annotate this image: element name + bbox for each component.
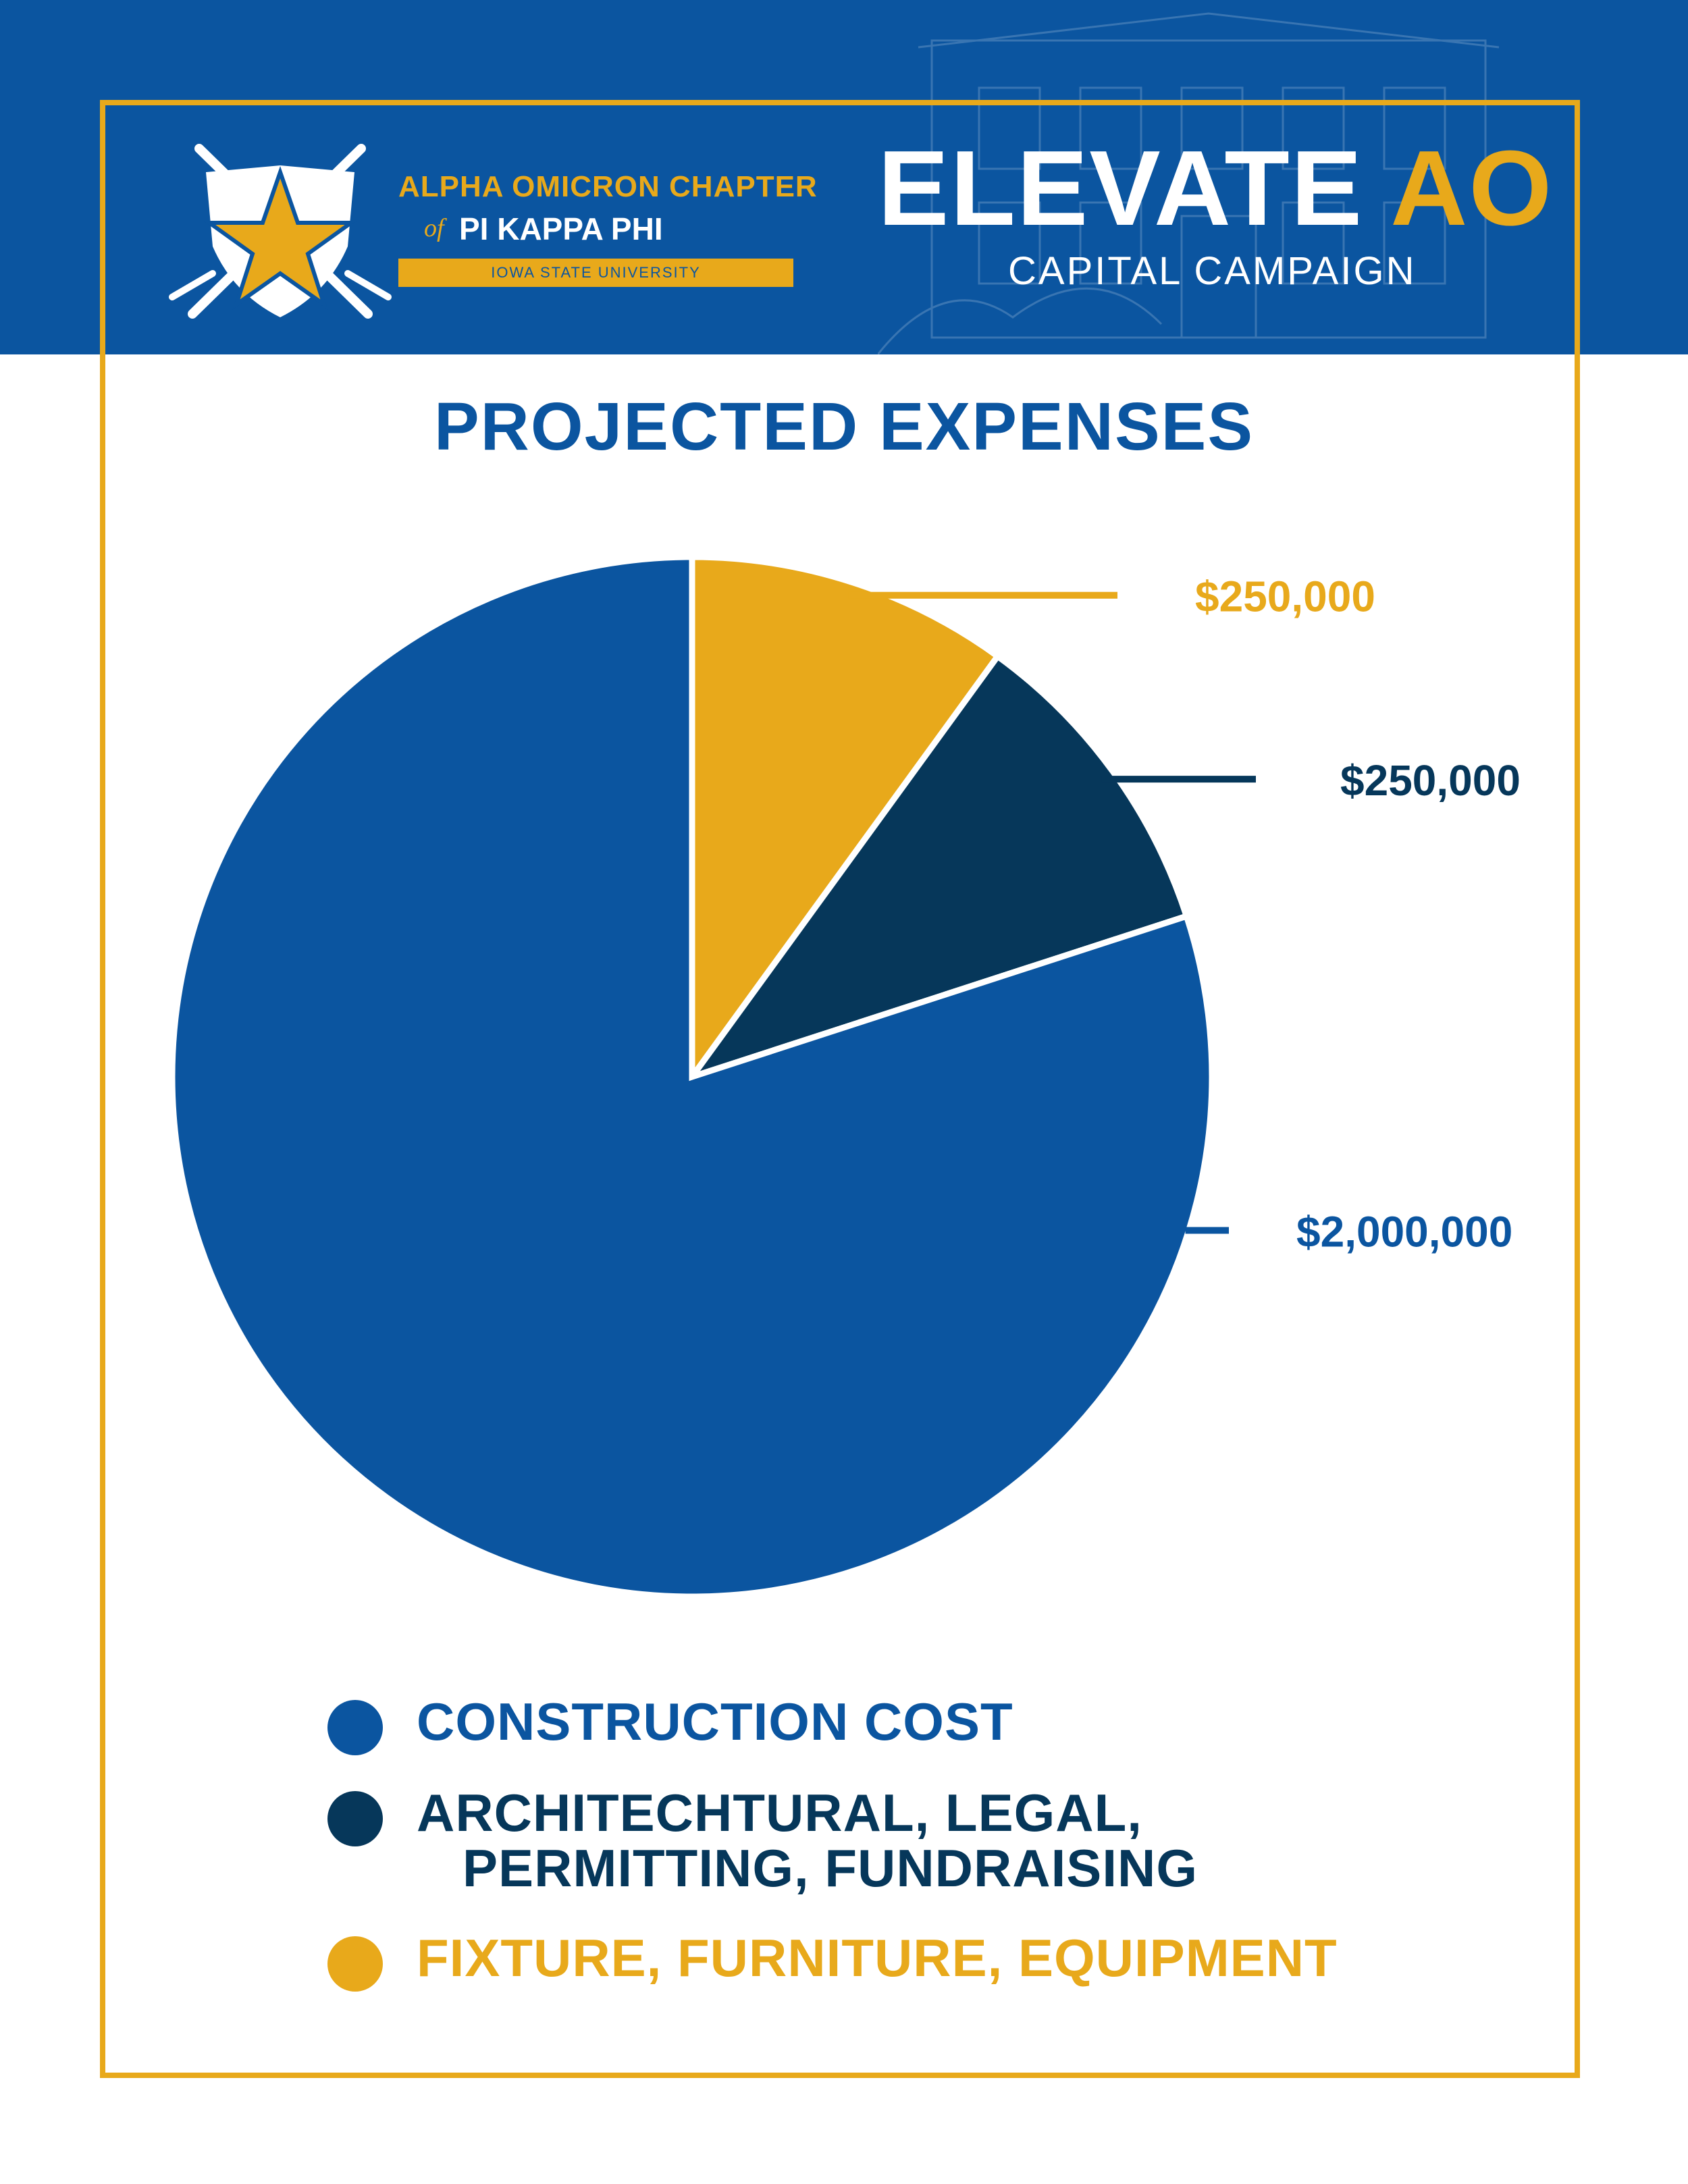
legend-label: FIXTURE, FURNITURE, EQUIPMENT <box>417 1928 1338 1988</box>
data-label: $250,000 <box>1195 572 1375 621</box>
pie-slice <box>689 554 1002 1086</box>
legend-item: FIXTURE, FURNITURE, EQUIPMENT <box>327 1928 1338 1992</box>
chapter-of: of <box>424 214 444 242</box>
fraternity-name: PI KAPPA PHI <box>459 211 663 246</box>
campaign-title-main: ELEVATE <box>878 129 1364 248</box>
data-label: $250,000 <box>1340 756 1521 805</box>
legend-item: ARCHITECHTURAL, LEGAL, PERMITTING, FUNDR… <box>327 1783 1198 1898</box>
pie-slice <box>169 554 1215 1600</box>
building-sketch-illustration <box>878 12 1500 354</box>
legend-swatch <box>327 1936 383 1992</box>
legend-label: CONSTRUCTION COST <box>417 1692 1013 1751</box>
chart-title: PROJECTED EXPENSES <box>433 389 1255 464</box>
legend-swatch <box>327 1791 383 1846</box>
header-band: ALPHA OMICRON CHAPTER of PI KAPPA PHI IO… <box>0 0 1688 354</box>
university-bar: IOWA STATE UNIVERSITY <box>398 259 793 287</box>
page-border <box>100 100 1580 2078</box>
chapter-crest-logo <box>169 144 392 319</box>
data-label: $2,000,000 <box>1296 1208 1512 1256</box>
star-icon <box>203 165 358 310</box>
legend-item: CONSTRUCTION COST <box>327 1692 1013 1755</box>
legend-label: ARCHITECHTURAL, LEGAL, PERMITTING, FUNDR… <box>417 1783 1198 1898</box>
chapter-name: ALPHA OMICRON CHAPTER <box>398 170 818 203</box>
pie-slice <box>684 651 1190 1083</box>
campaign-title-accent: AO <box>1390 129 1554 248</box>
campaign-subtitle: CAPITAL CAMPAIGN <box>1008 249 1417 293</box>
legend-swatch <box>327 1700 383 1755</box>
campaign-title: ELEVATE AO <box>878 135 1553 242</box>
